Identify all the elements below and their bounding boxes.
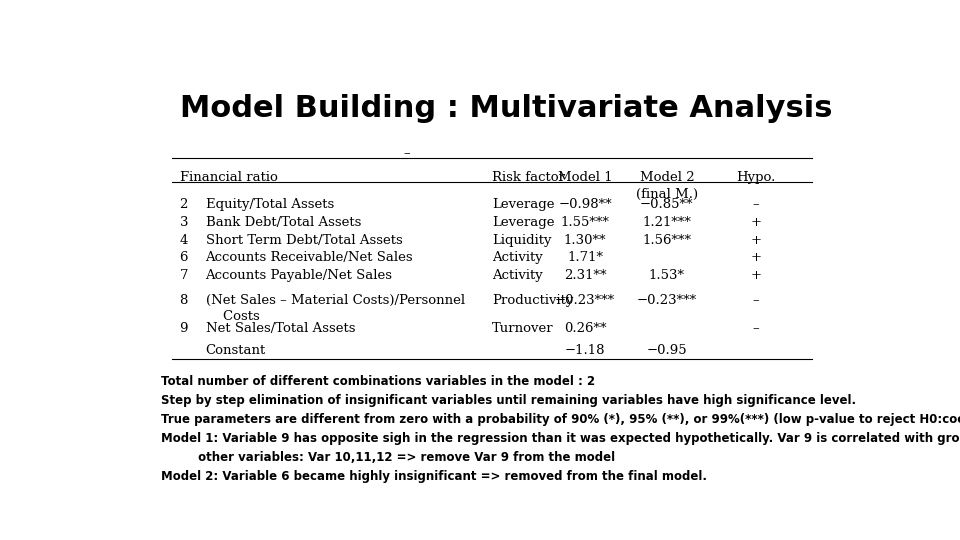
Text: −0.23***: −0.23*** <box>636 294 697 307</box>
Text: –: – <box>753 322 759 335</box>
Text: Model 1: Model 1 <box>558 171 612 184</box>
Text: Bank Debt/Total Assets: Bank Debt/Total Assets <box>205 216 361 229</box>
Text: Productivity: Productivity <box>492 294 573 307</box>
Text: True parameters are different from zero with a probability of 90% (*), 95% (**),: True parameters are different from zero … <box>161 413 960 426</box>
Text: –: – <box>403 147 410 160</box>
Text: 0.26**: 0.26** <box>564 322 607 335</box>
Text: Short Term Debt/Total Assets: Short Term Debt/Total Assets <box>205 234 402 247</box>
Text: 4: 4 <box>180 234 188 247</box>
Text: −0.95: −0.95 <box>646 344 687 357</box>
Text: Model 2
(final M.): Model 2 (final M.) <box>636 171 698 201</box>
Text: Turnover: Turnover <box>492 322 554 335</box>
Text: 1.53*: 1.53* <box>649 269 684 282</box>
Text: Model 2: Variable 6 became highly insignificant => removed from the final model.: Model 2: Variable 6 became highly insign… <box>161 470 707 483</box>
Text: Model Building : Multivariate Analysis: Model Building : Multivariate Analysis <box>180 94 832 123</box>
Text: Total number of different combinations variables in the model : 2: Total number of different combinations v… <box>161 375 595 388</box>
Text: 1.56***: 1.56*** <box>642 234 691 247</box>
Text: +: + <box>751 269 761 282</box>
Text: Net Sales/Total Assets: Net Sales/Total Assets <box>205 322 355 335</box>
Text: Liquidity: Liquidity <box>492 234 551 247</box>
Text: other variables: Var 10,11,12 => remove Var 9 from the model: other variables: Var 10,11,12 => remove … <box>161 451 615 464</box>
Text: 2.31**: 2.31** <box>564 269 607 282</box>
Text: Accounts Receivable/Net Sales: Accounts Receivable/Net Sales <box>205 252 413 265</box>
Text: Step by step elimination of insignificant variables until remaining variables ha: Step by step elimination of insignifican… <box>161 394 856 407</box>
Text: –: – <box>753 198 759 211</box>
Text: Hypo.: Hypo. <box>736 171 776 184</box>
Text: −0.98**: −0.98** <box>558 198 612 211</box>
Text: Risk factor: Risk factor <box>492 171 565 184</box>
Text: Leverage: Leverage <box>492 198 555 211</box>
Text: −0.23***: −0.23*** <box>555 294 615 307</box>
Text: 1.21***: 1.21*** <box>642 216 691 229</box>
Text: Financial ratio: Financial ratio <box>180 171 277 184</box>
Text: 2: 2 <box>180 198 188 211</box>
Text: 7: 7 <box>180 269 188 282</box>
Text: Leverage: Leverage <box>492 216 555 229</box>
Text: Model 1: Variable 9 has opposite sigh in the regression than it was expected hyp: Model 1: Variable 9 has opposite sigh in… <box>161 432 960 445</box>
Text: Activity: Activity <box>492 269 542 282</box>
Text: −0.85**: −0.85** <box>640 198 693 211</box>
Text: Activity: Activity <box>492 252 542 265</box>
Text: 3: 3 <box>180 216 188 229</box>
Text: 8: 8 <box>180 294 188 307</box>
Text: Accounts Payable/Net Sales: Accounts Payable/Net Sales <box>205 269 393 282</box>
Text: 1.30**: 1.30** <box>564 234 607 247</box>
Text: 9: 9 <box>180 322 188 335</box>
Text: +: + <box>751 216 761 229</box>
Text: 6: 6 <box>180 252 188 265</box>
Text: 1.55***: 1.55*** <box>561 216 610 229</box>
Text: Constant: Constant <box>205 344 266 357</box>
Text: –: – <box>753 294 759 307</box>
Text: −1.18: −1.18 <box>564 344 605 357</box>
Text: +: + <box>751 252 761 265</box>
Text: +: + <box>751 234 761 247</box>
Text: (Net Sales – Material Costs)/Personnel
    Costs: (Net Sales – Material Costs)/Personnel C… <box>205 294 465 323</box>
Text: Equity/Total Assets: Equity/Total Assets <box>205 198 334 211</box>
Text: 1.71*: 1.71* <box>567 252 603 265</box>
